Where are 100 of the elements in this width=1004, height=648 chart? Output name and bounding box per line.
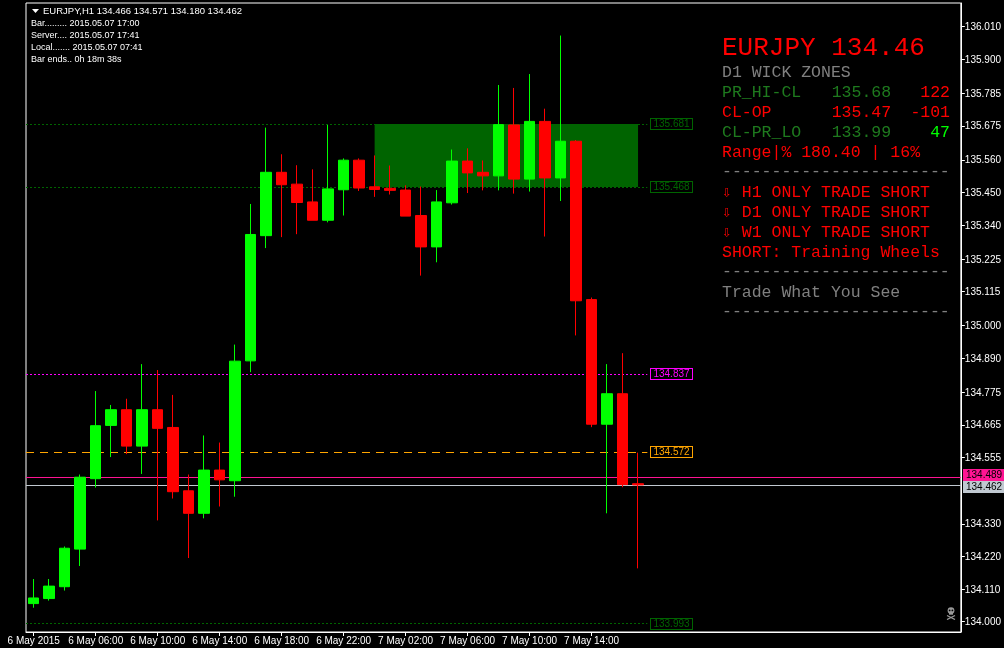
annotation: ⇩ D1 ONLY TRADE SHORT — [722, 202, 930, 222]
candlestick — [384, 165, 396, 196]
candlestick — [152, 369, 163, 521]
candlestick — [276, 153, 287, 238]
annotation: Bar ends.. 0h 18m 38s — [31, 53, 122, 64]
annotation: Trade What You See — [722, 282, 901, 302]
y-tick-label: 134.000 — [964, 616, 1002, 628]
annotation: Local....... 2015.05.07 07:41 — [31, 41, 143, 52]
candlestick — [353, 157, 365, 192]
candlestick — [632, 452, 644, 569]
candlestick — [307, 168, 318, 221]
y-tick-label: 135.340 — [964, 219, 1002, 231]
x-tick-label: 6 May 10:00 — [130, 634, 186, 646]
x-tick-label: 6 May 14:00 — [192, 634, 248, 646]
chart-title: EURJPY,H1 134.466 134.571 134.180 134.462 — [43, 5, 242, 17]
ref-line-label: 135.468 — [650, 181, 693, 194]
x-tick-label: 6 May 22:00 — [316, 634, 372, 646]
y-tick-label: 134.220 — [964, 551, 1002, 563]
ref-line-label: 135.681 — [650, 118, 693, 131]
candlestick — [198, 434, 210, 519]
annotation: Server.... 2015.05.07 17:41 — [31, 29, 140, 40]
candlestick — [570, 139, 582, 336]
y-tick-label: 134.555 — [964, 451, 1002, 463]
annotation: Range|% 180.40 | 16% — [722, 142, 921, 162]
candlestick — [462, 147, 473, 194]
annotation: EURJPY 134.46 — [722, 33, 925, 63]
annotation: 133.99 — [831, 122, 892, 142]
y-tick-label: 134.330 — [964, 518, 1002, 530]
y-tick-label: 134.665 — [964, 419, 1002, 431]
candlestick — [59, 545, 70, 592]
annotation: CL-PR_LO — [722, 122, 802, 142]
y-tick-label: 135.450 — [964, 186, 1002, 198]
annotation: SHORT: Training Wheels — [722, 242, 940, 262]
candlestick — [214, 442, 225, 507]
annotation: CL-OP — [722, 102, 772, 122]
annotation: ⇩ H1 ONLY TRADE SHORT — [722, 182, 930, 202]
candlestick — [400, 184, 411, 217]
candlestick — [431, 189, 442, 263]
candlestick — [539, 108, 551, 238]
annotation: -101 — [910, 102, 950, 122]
candlestick — [524, 73, 535, 193]
candlestick — [493, 84, 504, 191]
y-tick-label: 135.115 — [964, 286, 1001, 298]
candlestick — [601, 363, 613, 514]
annotation: 135.47 — [831, 102, 892, 122]
x-tick-label: 7 May 02:00 — [378, 634, 434, 646]
candlestick — [338, 157, 349, 217]
candlestick — [121, 398, 132, 455]
candlestick — [508, 87, 520, 195]
y-tick-label: 135.675 — [964, 120, 1002, 132]
candlestick — [291, 164, 303, 235]
candlestick — [105, 404, 117, 458]
ref-line-label: 134.462 — [963, 480, 1004, 493]
candlestick — [586, 297, 597, 428]
candlestick — [43, 578, 55, 602]
ref-line-label: 134.572 — [650, 446, 693, 459]
annotation: Bar......... 2015.05.07 17:00 — [31, 17, 140, 28]
candlestick — [415, 186, 427, 277]
annotation: 135.68 — [831, 82, 892, 102]
annotation: ----------------------- — [722, 301, 950, 321]
candlestick — [446, 149, 458, 206]
candlestick — [477, 159, 489, 191]
x-tick-label: 6 May 2015 — [7, 634, 61, 646]
x-tick-label: 7 May 06:00 — [440, 634, 496, 646]
y-tick-label: 135.785 — [964, 87, 1002, 99]
annotation: ----------------------- — [722, 261, 950, 281]
candlestick — [90, 390, 101, 489]
candlestick — [167, 394, 179, 499]
candlestick — [260, 127, 272, 249]
candlestick — [183, 474, 194, 559]
candlestick — [136, 363, 148, 475]
annotation: 47 — [930, 122, 950, 142]
annotation: ----------------------- — [722, 161, 950, 181]
candlestick — [229, 344, 241, 498]
y-tick-label: 135.000 — [964, 320, 1002, 332]
candlestick — [245, 203, 256, 373]
x-tick-label: 7 May 14:00 — [564, 634, 620, 646]
annotation: ⇩ W1 ONLY TRADE SHORT — [722, 222, 930, 242]
ref-line-label: 134.837 — [650, 367, 693, 380]
y-tick-label: 134.890 — [964, 352, 1002, 364]
candlestick — [617, 352, 628, 488]
y-tick-label: 135.560 — [964, 154, 1002, 166]
ref-line-label: 133.993 — [650, 617, 693, 630]
candlestick — [28, 578, 39, 609]
y-tick-label: 135.225 — [964, 253, 1002, 265]
annotation: PR_HI-CL — [722, 82, 802, 102]
y-tick-label: 135.900 — [964, 53, 1002, 65]
x-tick-label: 6 May 06:00 — [68, 634, 124, 646]
candlestick — [369, 154, 380, 198]
ref-line-label: 134.489 — [963, 468, 1004, 481]
y-tick-label: 136.010 — [964, 21, 1002, 33]
y-tick-label: 134.775 — [964, 386, 1002, 398]
y-tick-label: 134.110 — [964, 583, 1001, 595]
x-tick-label: 6 May 18:00 — [254, 634, 310, 646]
annotation: 122 — [920, 82, 950, 102]
annotation: D1 WICK ZONES — [722, 62, 851, 82]
candlestick — [555, 35, 566, 202]
candlestick — [322, 124, 334, 223]
candlestick — [74, 474, 86, 567]
x-tick-label: 7 May 10:00 — [502, 634, 558, 646]
